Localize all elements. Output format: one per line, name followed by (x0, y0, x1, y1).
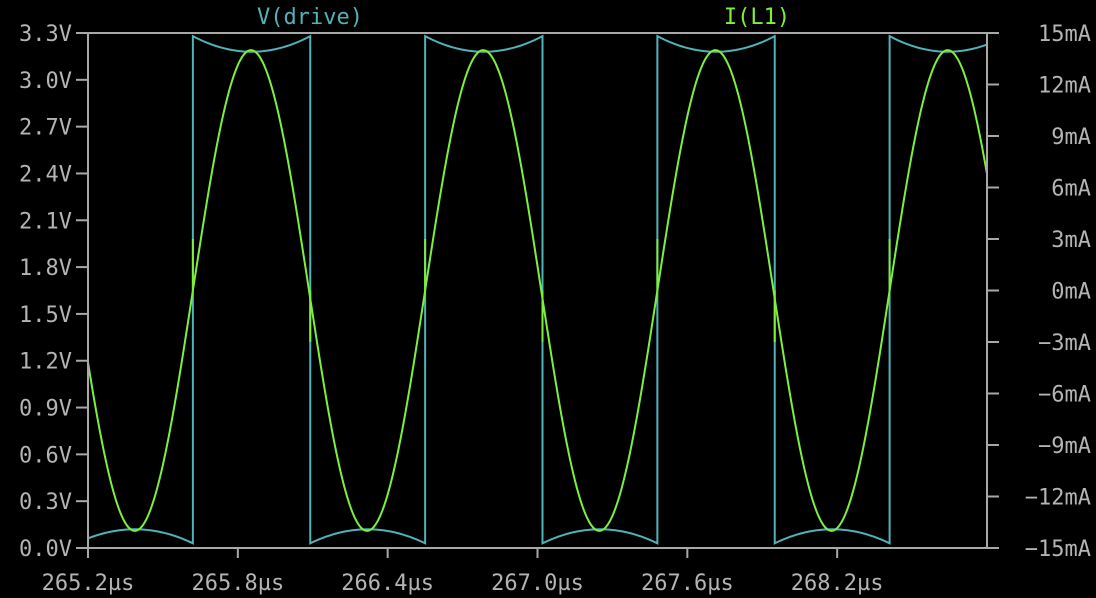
x-tick-label: 267.0µs (491, 571, 584, 596)
left-tick-label: 0.3V (19, 490, 72, 515)
left-tick-label: 0.0V (19, 537, 72, 562)
vdrive-trace (87, 34, 988, 545)
right-tick-label: −15mA (1025, 537, 1091, 562)
right-tick-label: 15mA (1038, 22, 1091, 47)
left-tick-label: 1.2V (19, 350, 72, 375)
right-tick-label: 6mA (1051, 177, 1091, 202)
series-layer (87, 34, 988, 545)
x-tick-label: 265.8µs (191, 571, 284, 596)
right-tick-label: −9mA (1038, 434, 1091, 459)
left-tick-label: 1.5V (19, 303, 72, 328)
x-tick-label: 268.2µs (791, 571, 884, 596)
legend-vdrive[interactable]: V(drive) (257, 5, 363, 30)
right-tick-label: 3mA (1051, 228, 1091, 253)
x-axis: 265.2µs 265.8µs 266.4µs 267.0µs 267.6µs 268.2… (42, 548, 884, 596)
left-tick-label: 1.8V (19, 256, 72, 281)
right-axis: −15mA −12mA −9mA −6mA −3mA 0mA 3mA 6mA 9mA 12mA 15… (987, 22, 1091, 562)
left-axis: 0.0V 0.3V 0.6V 0.9V 1.2V 1.5V 1.8V 2.1V 2.4V 2.7V… (19, 22, 88, 562)
left-tick-label: 3.0V (19, 69, 72, 94)
il1-trace (87, 49, 988, 532)
left-tick-label: 2.7V (19, 116, 72, 141)
right-tick-label: 9mA (1051, 125, 1091, 150)
legend-il1[interactable]: I(L1) (724, 5, 790, 30)
right-tick-label: −12mA (1025, 486, 1091, 511)
right-tick-label: 12mA (1038, 74, 1091, 99)
right-tick-label: −6mA (1038, 383, 1091, 408)
left-tick-label: 2.1V (19, 209, 72, 234)
left-tick-label: 3.3V (19, 22, 72, 47)
left-tick-label: 0.6V (19, 443, 72, 468)
left-tick-label: 2.4V (19, 162, 72, 187)
right-tick-label: −3mA (1038, 331, 1091, 356)
right-tick-label: 0mA (1051, 280, 1091, 305)
x-tick-label: 266.4µs (341, 571, 434, 596)
x-tick-label: 265.2µs (42, 571, 135, 596)
x-tick-label: 267.6µs (641, 571, 734, 596)
left-tick-label: 0.9V (19, 397, 72, 422)
